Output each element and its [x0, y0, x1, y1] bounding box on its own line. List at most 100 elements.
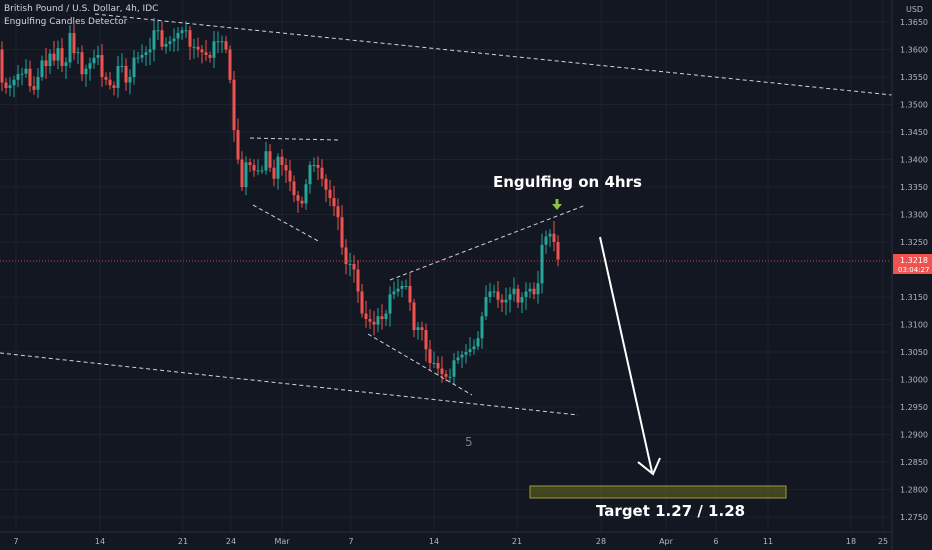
target-annotation[interactable]: Target 1.27 / 1.28: [596, 502, 745, 520]
candle-body: [160, 30, 164, 47]
candle-body: [172, 38, 176, 42]
triangle-top-line[interactable]: [249, 137, 339, 141]
candle-body: [260, 170, 264, 172]
price-tick-label: 1.3250: [900, 238, 928, 247]
candle-body: [484, 297, 488, 317]
candle-body: [288, 170, 292, 182]
candle-body: [340, 217, 344, 248]
time-tick-label: 25: [878, 537, 888, 546]
candle-body: [432, 363, 436, 364]
candle-body: [304, 184, 308, 204]
candle-body: [280, 156, 284, 165]
projection-arrow-line[interactable]: [599, 236, 653, 473]
price-tick-label: 1.3050: [900, 348, 928, 357]
candle-body: [224, 41, 228, 50]
wedge-lower-line[interactable]: [367, 333, 473, 396]
triangle-bottom-line[interactable]: [252, 204, 321, 243]
candle-body: [92, 57, 96, 64]
candle-body: [168, 41, 172, 44]
candle-body: [392, 291, 396, 295]
candle-body: [120, 66, 124, 67]
candle-body: [36, 77, 40, 90]
price-tick-label: 1.3650: [900, 18, 928, 27]
symbol-title[interactable]: British Pound / U.S. Dollar, 4h, IDC: [4, 4, 159, 14]
candle-body: [8, 85, 12, 88]
candle-body: [364, 313, 368, 319]
candle-body: [112, 85, 116, 88]
candle-body: [96, 55, 100, 58]
candle-body: [28, 68, 32, 87]
candle-body: [372, 321, 376, 325]
price-tick-label: 1.2750: [900, 513, 928, 522]
lower-channel-line[interactable]: [0, 352, 579, 416]
engulfing-annotation[interactable]: Engulfing on 4hrs: [493, 173, 642, 191]
candle-body: [384, 313, 388, 319]
candle-body: [188, 30, 192, 47]
candle-body: [548, 233, 552, 237]
time-tick-label: 21: [178, 537, 188, 546]
price-tick-label: 1.3300: [900, 211, 928, 220]
candle-body: [312, 165, 316, 166]
candle-body: [536, 283, 540, 295]
candle-body: [480, 316, 484, 339]
wave-label[interactable]: 5: [465, 435, 473, 449]
candle-body: [256, 170, 260, 172]
candle-body: [520, 297, 524, 303]
candle-body: [440, 368, 444, 374]
candle-body: [140, 55, 144, 58]
price-tick-label: 1.3400: [900, 156, 928, 165]
candle-body: [128, 77, 132, 83]
projection-arrow-head: [637, 457, 661, 476]
candle-body: [544, 236, 548, 245]
price-tick-label: 1.2950: [900, 403, 928, 412]
candle-body: [500, 299, 504, 303]
candle-body: [216, 41, 220, 43]
candle-body: [116, 66, 120, 88]
candle-body: [284, 165, 288, 171]
candle-body: [476, 338, 480, 347]
candle-body: [212, 41, 216, 58]
candle-body: [512, 288, 516, 295]
candle-body: [292, 181, 296, 196]
candle-body: [540, 244, 544, 284]
candle-body: [68, 33, 72, 63]
candle-body: [152, 30, 156, 50]
candle-body: [24, 68, 28, 74]
candle-body: [252, 165, 256, 171]
candle-body: [524, 291, 528, 297]
candle-body: [328, 189, 332, 198]
candle-body: [376, 316, 380, 325]
candle-body: [424, 330, 428, 350]
candle-body: [320, 167, 324, 179]
currency-label: USD: [906, 5, 923, 14]
time-tick-label: 14: [95, 537, 105, 546]
candle-body: [336, 206, 340, 218]
candle-body: [404, 286, 408, 287]
candle-body: [20, 73, 24, 75]
upper-channel-line[interactable]: [94, 13, 893, 96]
candle-body: [164, 44, 168, 47]
price-tick-label: 1.3500: [900, 101, 928, 110]
candle-body: [48, 53, 52, 66]
candle-body: [156, 30, 160, 32]
candle-body: [264, 151, 268, 171]
candle-body: [436, 363, 440, 369]
candle-body: [84, 68, 88, 75]
candle-body: [380, 316, 384, 319]
candle-body: [360, 291, 364, 314]
indicator-title[interactable]: Engulfing Candles Detector: [4, 17, 128, 27]
candle-body: [356, 269, 360, 292]
time-tick-label: 11: [763, 537, 773, 546]
candle-body: [236, 130, 240, 160]
candle-body: [268, 151, 272, 168]
target-box[interactable]: [529, 485, 787, 499]
candle-body: [232, 79, 236, 131]
candle-body: [100, 55, 104, 77]
time-axis-ticks: 7 14 21 24 Mar 7 14 21 28 Apr 6 11 18 25: [13, 537, 888, 546]
price-tick-label: 1.2850: [900, 458, 928, 467]
time-tick-label: Mar: [274, 537, 290, 546]
candles: [0, 17, 560, 386]
price-tick-label: 1.3150: [900, 293, 928, 302]
candle-body: [180, 30, 184, 33]
